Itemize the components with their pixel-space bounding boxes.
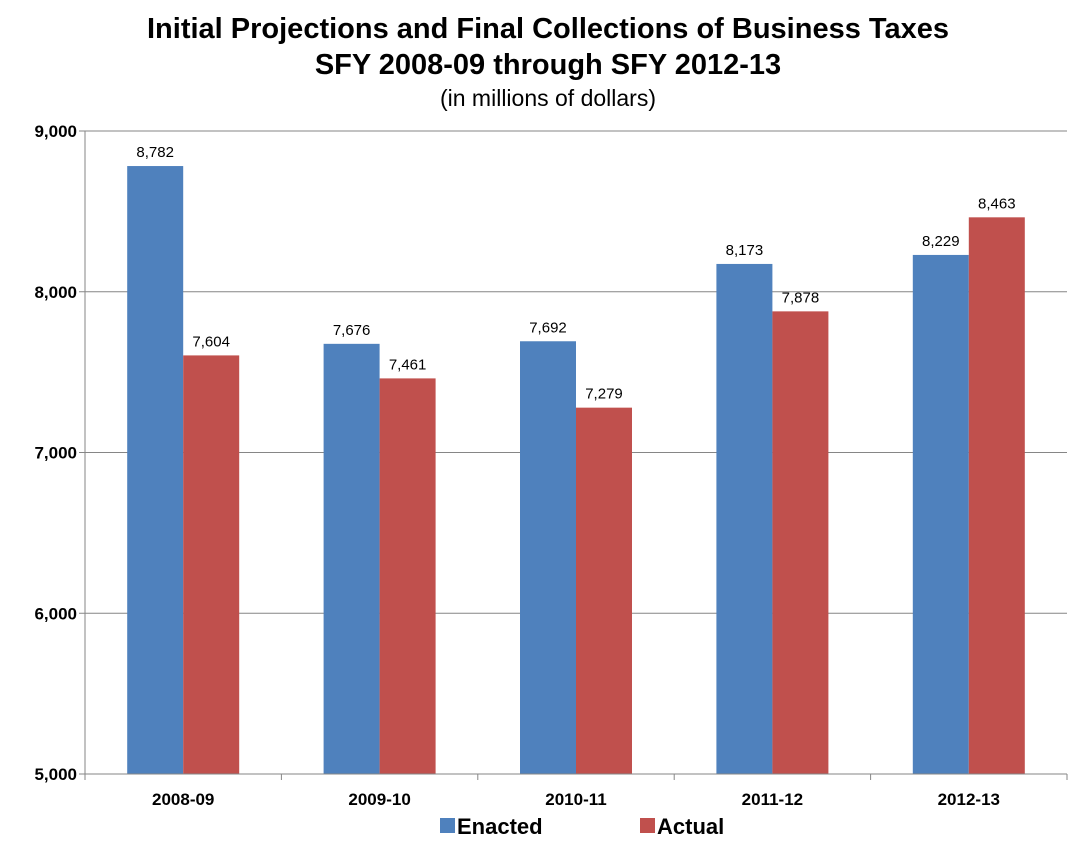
y-tick-label: 5,000: [34, 765, 77, 784]
legend: Enacted Actual: [440, 814, 724, 839]
bar-actual-2008-09: [183, 355, 240, 774]
data-label: 7,692: [529, 319, 567, 336]
chart-subtitle: (in millions of dollars): [440, 85, 656, 111]
y-tick-label: 9,000: [34, 122, 77, 141]
data-label: 7,676: [333, 322, 371, 339]
y-tick-label: 7,000: [34, 444, 77, 463]
data-label: 8,173: [726, 242, 764, 259]
legend-swatch-enacted: [440, 818, 455, 833]
x-tick-label: 2010-11: [545, 790, 606, 809]
bar-enacted-2012-13: [912, 254, 969, 775]
bar-actual-2009-10: [379, 378, 436, 774]
bar-enacted-2008-09: [127, 166, 184, 774]
data-label: 7,604: [192, 333, 230, 350]
data-labels: 8,782 7,604 7,676 7,461 7,692 7,279 8,173 7,878…: [136, 144, 1015, 403]
x-tick-label: 2009-10: [348, 790, 410, 809]
bar-enacted-2010-11: [520, 341, 576, 774]
legend-swatch-actual: [640, 818, 655, 833]
legend-label-actual: Actual: [657, 814, 724, 839]
data-label: 8,229: [922, 233, 960, 250]
chart-title: Initial Projections and Final Collection…: [147, 13, 949, 45]
bar-enacted-2011-12: [716, 263, 773, 774]
bars: [127, 166, 1025, 775]
axes: 5,000 6,000 7,000 8,000 9,000 2008-09 2009-10 2…: [34, 122, 1068, 809]
bar-actual-2010-11: [576, 407, 632, 774]
data-label: 7,878: [782, 289, 820, 306]
data-label: 7,279: [585, 386, 623, 403]
x-tick-label: 2011-12: [742, 790, 803, 809]
data-label: 8,782: [136, 144, 174, 161]
bar-actual-2011-12: [772, 311, 829, 774]
x-tick-label: 2008-09: [152, 790, 214, 809]
chart-title-line2: SFY 2008-09 through SFY 2012-13: [315, 49, 781, 81]
legend-label-enacted: Enacted: [457, 814, 543, 839]
y-tick-label: 6,000: [34, 604, 77, 623]
bar-enacted-2009-10: [323, 343, 380, 774]
x-tick-label: 2012-13: [938, 790, 1000, 809]
bar-actual-2012-13: [968, 217, 1025, 774]
y-tick-label: 8,000: [34, 283, 77, 302]
data-label: 8,463: [978, 195, 1016, 212]
data-label: 7,461: [389, 356, 427, 373]
